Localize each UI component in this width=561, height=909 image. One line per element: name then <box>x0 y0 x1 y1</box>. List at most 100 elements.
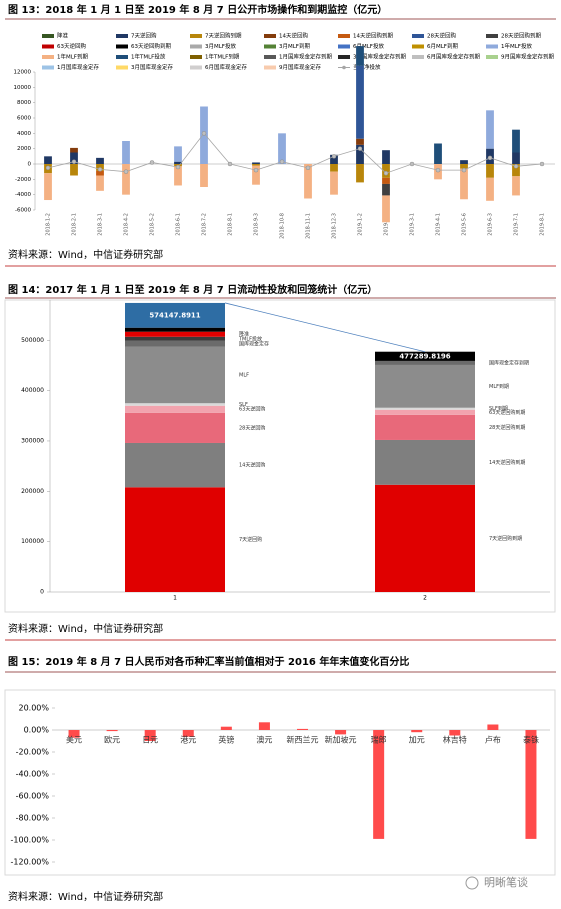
legend-swatch <box>486 55 498 59</box>
segment-label: SLF <box>239 402 248 408</box>
bar-segment <box>125 487 225 592</box>
segment-label: 14天逆回购到期 <box>489 459 525 466</box>
x-tick-label: 2018-5-2 <box>150 213 156 236</box>
legend-label: 28天逆回购 <box>427 32 456 40</box>
net-point <box>383 170 389 176</box>
segment-label: 国库现金定存到期 <box>489 359 529 366</box>
segment-label: 28天逆回购到期 <box>489 424 525 431</box>
x-tick-label: 新加坡元 <box>325 735 357 745</box>
bar-segment <box>125 336 225 341</box>
legend-swatch <box>338 55 350 59</box>
x-tick-label: 新西兰元 <box>287 735 319 745</box>
chart-frame <box>4 299 556 613</box>
legend-label: 6月国库现金定存 <box>205 63 247 71</box>
legend-label: 1月国库现金定存 <box>57 63 99 71</box>
net-point <box>227 161 233 167</box>
bar <box>96 157 104 164</box>
y-tick-label: 6000 <box>17 116 31 122</box>
bar <box>278 133 286 164</box>
bar <box>70 147 78 153</box>
legend-label: 3月MLF到期 <box>279 43 310 50</box>
x-tick-label: 2018-10-8 <box>280 213 286 239</box>
segment-label: 14天逆回购 <box>239 462 265 469</box>
x-tick-label: 2019-2-1 <box>384 213 390 236</box>
segment-label: MLF到期 <box>489 383 509 390</box>
x-tick-label: 美元 <box>66 735 82 745</box>
bar <box>144 730 156 741</box>
bar-segment <box>125 302 225 328</box>
bar <box>297 728 308 730</box>
legend-swatch <box>264 65 276 70</box>
x-tick-label: 2018-3-1 <box>98 213 104 236</box>
total-label: 477289.8196 <box>399 352 450 360</box>
bar <box>96 170 104 176</box>
bar <box>330 154 338 164</box>
bar <box>356 138 364 145</box>
bar <box>487 724 499 730</box>
segment-label: TMLF投放 <box>238 335 262 342</box>
legend-swatch <box>42 44 54 49</box>
legend-swatch <box>486 34 498 38</box>
bar <box>512 152 520 164</box>
net-point <box>71 159 77 164</box>
y-tick-label: 2000 <box>17 146 31 152</box>
legend-swatch <box>412 44 424 49</box>
legend-swatch <box>116 44 128 49</box>
bar <box>252 165 260 185</box>
segment-label: SLF到期 <box>489 405 508 412</box>
y-tick-label: 400000 <box>21 387 44 394</box>
x-tick-label: 港元 <box>180 735 196 745</box>
bar <box>304 164 312 199</box>
bar <box>258 722 270 730</box>
y-tick-label: -6000 <box>15 208 31 214</box>
x-tick-label: 2018-7-2 <box>202 213 208 236</box>
bar-segment <box>125 403 225 406</box>
bar <box>512 164 520 177</box>
x-tick-label: 瑞郎 <box>371 735 387 745</box>
x-tick-label: 欧元 <box>104 735 120 745</box>
legend-swatch <box>264 44 276 49</box>
x-tick-label: 2019-4-1 <box>436 213 442 236</box>
y-tick-label: -40.00% <box>16 770 50 779</box>
bar <box>460 160 468 164</box>
bar <box>330 164 338 172</box>
bar-segment <box>375 439 475 485</box>
x-tick-label: 2018-8-1 <box>228 213 234 236</box>
y-tick-label: 500000 <box>21 337 44 344</box>
legend-swatch <box>190 65 202 70</box>
bar <box>486 177 494 201</box>
bar <box>512 176 520 196</box>
legend-label: 63天逆回购 <box>57 42 86 50</box>
bar <box>382 150 390 164</box>
bar <box>382 183 390 196</box>
bar-segment <box>125 327 225 332</box>
bar <box>174 166 182 186</box>
connector <box>224 302 426 353</box>
legend-label: 7天逆回购 <box>131 32 157 40</box>
total-label: 574147.8911 <box>149 311 200 319</box>
y-tick-label: 200000 <box>21 488 44 495</box>
bar-segment <box>375 414 475 440</box>
y-tick-label: 12000 <box>14 70 32 76</box>
watermark-icon <box>465 876 479 890</box>
bar-segment <box>125 346 225 404</box>
x-tick-label: 2019-7-1 <box>514 213 520 236</box>
y-tick-label: 300000 <box>21 437 44 444</box>
source: 资料来源：Wind，中信证券研究部 <box>8 248 163 261</box>
legend-label: 当日净投放 <box>353 63 381 71</box>
bar <box>356 65 364 139</box>
net-point <box>305 165 311 171</box>
legend-label: 6月MLF投放 <box>353 42 384 50</box>
bar <box>382 164 390 178</box>
legend-swatch <box>264 34 276 38</box>
bar <box>356 46 364 66</box>
y-tick-label: 0 <box>40 589 44 596</box>
net-point <box>201 131 207 136</box>
legend-label: 3月国库现金定存到期 <box>353 53 406 61</box>
net-point <box>123 169 129 174</box>
bar <box>373 730 385 839</box>
segment-label: 63天逆回购到期 <box>489 409 525 416</box>
bar <box>382 195 390 223</box>
bar <box>70 152 78 164</box>
